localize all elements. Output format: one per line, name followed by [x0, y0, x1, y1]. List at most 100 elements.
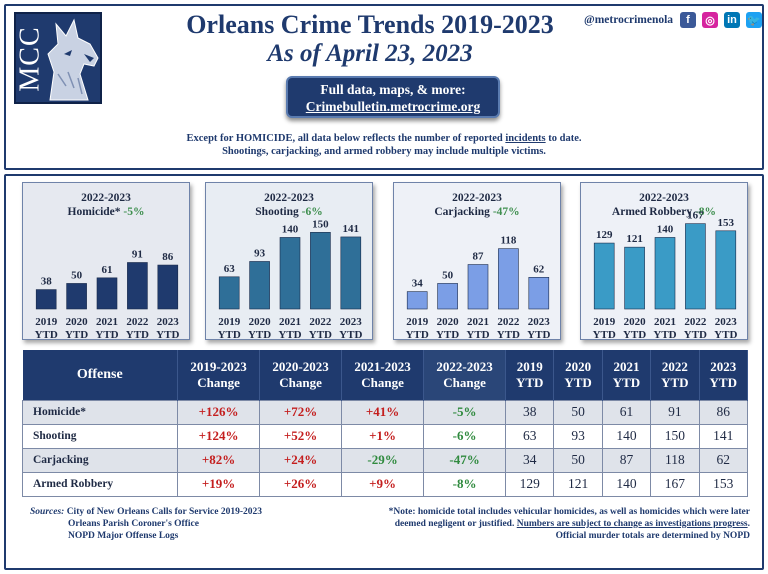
mcc-logo: MCC — [14, 12, 102, 104]
chart-bar — [406, 291, 428, 310]
footnote: *Note: homicide total includes vehicular… — [370, 506, 750, 542]
chart-bar — [340, 236, 362, 310]
data-label: 63 — [224, 263, 236, 275]
x-tick-label: YTD — [218, 329, 241, 341]
data-label: 140 — [282, 223, 299, 235]
ytd-cell: 62 — [698, 447, 749, 473]
change-cell: +126% — [177, 399, 261, 425]
ytd-cell: 50 — [553, 447, 603, 473]
chart-bar — [715, 230, 737, 310]
chart-title-offense: Homicide* — [67, 206, 124, 218]
data-link-button[interactable]: Full data, maps, & more: Crimebulletin.m… — [286, 76, 500, 118]
data-label: 61 — [102, 264, 113, 276]
chart-bar — [249, 261, 270, 310]
data-label: 87 — [473, 251, 485, 263]
linkedin-icon[interactable]: in — [724, 12, 740, 28]
homicide-chart: 2022-2023 Homicide* -5% 38 2019 YTD 50 2020 YTD… — [22, 182, 190, 341]
data-note: Except for HOMICIDE, all data below refl… — [60, 132, 708, 158]
change-cell: +19% — [177, 471, 261, 497]
chart-bar — [157, 264, 179, 310]
data-label: 153 — [718, 217, 735, 229]
x-tick-label: 2023 — [715, 316, 738, 328]
x-tick-label: 2023 — [157, 316, 180, 328]
offense-name: Armed Robbery — [21, 471, 179, 497]
chart-change-percent: -5% — [123, 206, 145, 218]
instagram-icon[interactable]: ◎ — [702, 12, 718, 28]
change-cell: -6% — [423, 423, 507, 449]
ytd-cell: 140 — [601, 471, 652, 497]
data-label: 50 — [442, 269, 454, 281]
x-tick-label: 2021 — [654, 316, 676, 328]
crimebulletin-link[interactable]: Crimebulletin.metrocrime.org — [305, 99, 481, 114]
wolf-icon — [47, 18, 99, 101]
x-tick-label: YTD — [714, 329, 737, 341]
column-header: 2020 YTD — [553, 350, 603, 400]
data-label: 62 — [533, 263, 545, 275]
data-label: 167 — [687, 210, 704, 222]
chart-bar — [66, 283, 87, 310]
data-label: 140 — [657, 223, 674, 235]
x-tick-label: YTD — [623, 329, 646, 341]
x-tick-label: 2022 — [497, 316, 520, 328]
bar-chart: 342019YTD502020YTD872021YTD1182022YTD622… — [406, 235, 551, 341]
offense-table: Offense 2019-2023 Change 2020-2023 Change 202… — [21, 350, 749, 497]
bar-chart: 632019YTD932020YTD1402021YTD1502022YTD14… — [218, 218, 363, 341]
chart-bar — [654, 237, 676, 310]
x-tick-label: 2020 — [249, 316, 272, 328]
column-header: 2020-2023 Change — [259, 350, 343, 400]
x-tick-label: YTD — [527, 329, 550, 341]
change-cell: -8% — [423, 471, 507, 497]
offense-name: Homicide* — [21, 399, 179, 425]
x-tick-label: YTD — [65, 329, 88, 341]
social-handle[interactable]: @metrocrimenola — [584, 14, 674, 26]
change-cell: +52% — [259, 423, 343, 449]
ytd-cell: 50 — [553, 399, 603, 425]
x-tick-label: YTD — [684, 329, 707, 341]
twitter-icon[interactable]: 🐦 — [746, 12, 762, 28]
cta-line1: Full data, maps, & more: — [320, 82, 466, 97]
chart-title-period: 2022-2023 — [452, 192, 502, 204]
column-header: 2022 YTD — [650, 350, 700, 400]
x-tick-label: YTD — [278, 329, 301, 341]
column-header: 2019 YTD — [505, 350, 555, 400]
ytd-cell: 38 — [505, 399, 555, 425]
change-cell: +72% — [259, 399, 343, 425]
change-cell: +1% — [341, 423, 425, 449]
x-tick-label: YTD — [466, 329, 489, 341]
bar-chart: 1292019YTD1212020YTD1402021YTD1672022YTD… — [593, 210, 738, 341]
change-cell: +82% — [177, 447, 261, 473]
chart-bar — [467, 264, 489, 310]
x-tick-label: YTD — [95, 329, 118, 341]
chart-bar — [35, 289, 57, 310]
chart-bar — [310, 232, 331, 310]
chart-title: 2022-2023 Carjacking -47% — [394, 191, 560, 219]
armed-robbery-chart: 2022-2023 Armed Robbery -8% 129 2019 YTD 121 2… — [580, 182, 748, 341]
table-row: Homicide* +126% +72% +41% -5% 38 50 61 91 86 — [21, 399, 749, 425]
facebook-icon[interactable]: f — [680, 12, 696, 28]
x-tick-label: YTD — [339, 329, 362, 341]
chart-bar — [218, 276, 240, 310]
x-tick-label: 2019 — [218, 316, 241, 328]
source-item: NOPD Major Offense Logs — [68, 531, 179, 541]
ytd-cell: 150 — [650, 423, 700, 449]
offense-name: Carjacking — [21, 447, 179, 473]
change-cell: +24% — [259, 447, 343, 473]
change-cell: +41% — [341, 399, 425, 425]
data-label: 38 — [41, 276, 53, 288]
chart-title-offense: Armed Robbery — [611, 206, 695, 218]
chart-bar — [279, 237, 301, 310]
x-tick-label: 2022 — [126, 316, 149, 328]
ytd-cell: 34 — [505, 447, 555, 473]
ytd-cell: 118 — [650, 447, 700, 473]
x-tick-label: 2020 — [624, 316, 647, 328]
chart-title: 2022-2023 Homicide* -5% — [23, 191, 189, 219]
chart-bar — [624, 246, 645, 310]
data-label: 141 — [343, 223, 360, 235]
chart-change-percent: -8% — [694, 206, 717, 218]
x-tick-label: 2022 — [684, 316, 707, 328]
data-label: 121 — [626, 233, 643, 245]
source-item: City of New Orleans Calls for Service 20… — [66, 507, 263, 517]
ytd-cell: 91 — [650, 399, 700, 425]
note-incidents: incidents — [505, 133, 546, 144]
x-tick-label: 2021 — [96, 316, 118, 328]
